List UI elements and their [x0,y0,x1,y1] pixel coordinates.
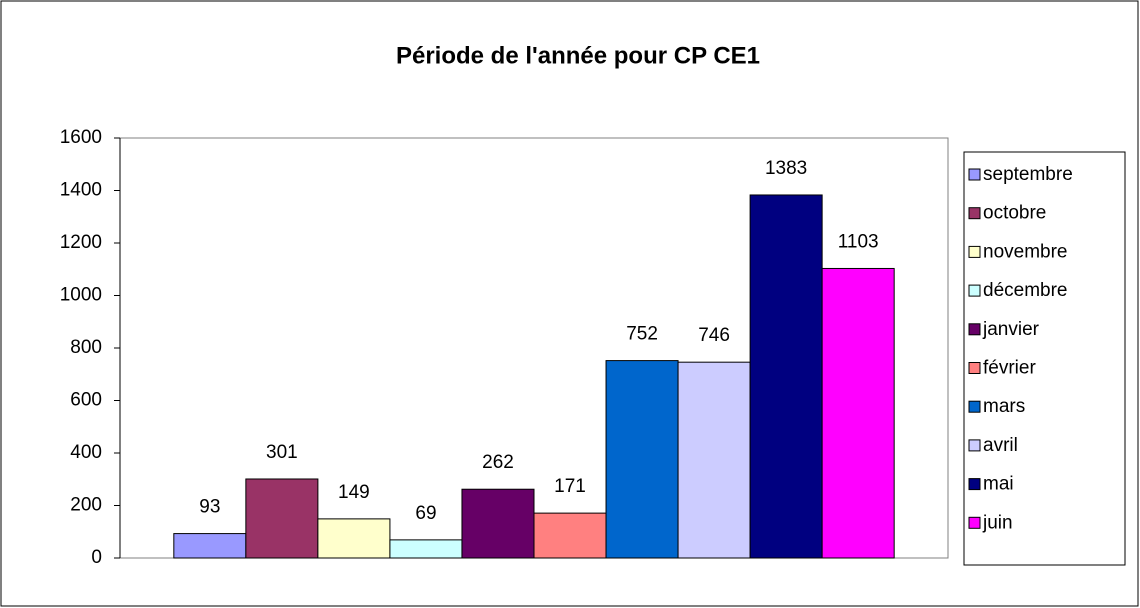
y-tick-label: 1400 [60,180,102,201]
legend-swatch [968,516,981,529]
bar [677,361,751,559]
data-label: 301 [266,442,298,463]
legend-label: mai [983,474,1014,495]
legend-box [963,151,1126,566]
y-tick-label: 800 [70,337,102,358]
legend-swatch [968,168,981,181]
y-tick-label: 1200 [60,232,102,253]
legend-label: avril [983,435,1018,456]
y-tick-label: 1000 [60,285,102,306]
legend-label: février [983,358,1036,379]
bar [749,194,823,559]
legend-swatch [968,207,981,220]
bar [461,488,535,559]
data-label: 149 [338,482,370,503]
bar [245,478,319,559]
bar [173,533,247,559]
legend-swatch [968,439,981,452]
legend-swatch [968,245,981,258]
bar [317,518,391,559]
data-label: 171 [554,476,586,497]
chart-title: Période de l'année pour CP CE1 [396,42,760,69]
data-label: 1103 [838,231,879,252]
legend-label: novembre [983,241,1068,262]
y-tick-label: 1600 [60,127,102,148]
y-tick-label: 200 [70,495,102,516]
legend-swatch [968,400,981,413]
legend-swatch [968,323,981,336]
y-tick-label: 600 [70,390,102,411]
data-label: 1383 [765,158,807,179]
data-label: 262 [482,452,514,473]
legend-label: mars [983,396,1025,417]
legend-label: septembre [983,164,1073,185]
legend-swatch [968,362,981,374]
legend-label: janvier [982,319,1040,340]
bar [821,267,895,559]
legend-label: octobre [983,203,1046,224]
legend-swatch [968,284,981,297]
data-label: 93 [199,497,220,518]
y-tick-label: 0 [91,547,102,568]
data-label: 69 [415,503,436,524]
bar [389,539,463,559]
data-label: 746 [698,325,730,346]
legend-label: décembre [983,280,1068,301]
legend-swatch [968,478,981,491]
data-label: 752 [626,324,658,345]
y-tick-label: 400 [70,442,102,463]
bar [605,360,679,559]
legend-label: juin [982,512,1013,533]
bar [533,512,607,559]
